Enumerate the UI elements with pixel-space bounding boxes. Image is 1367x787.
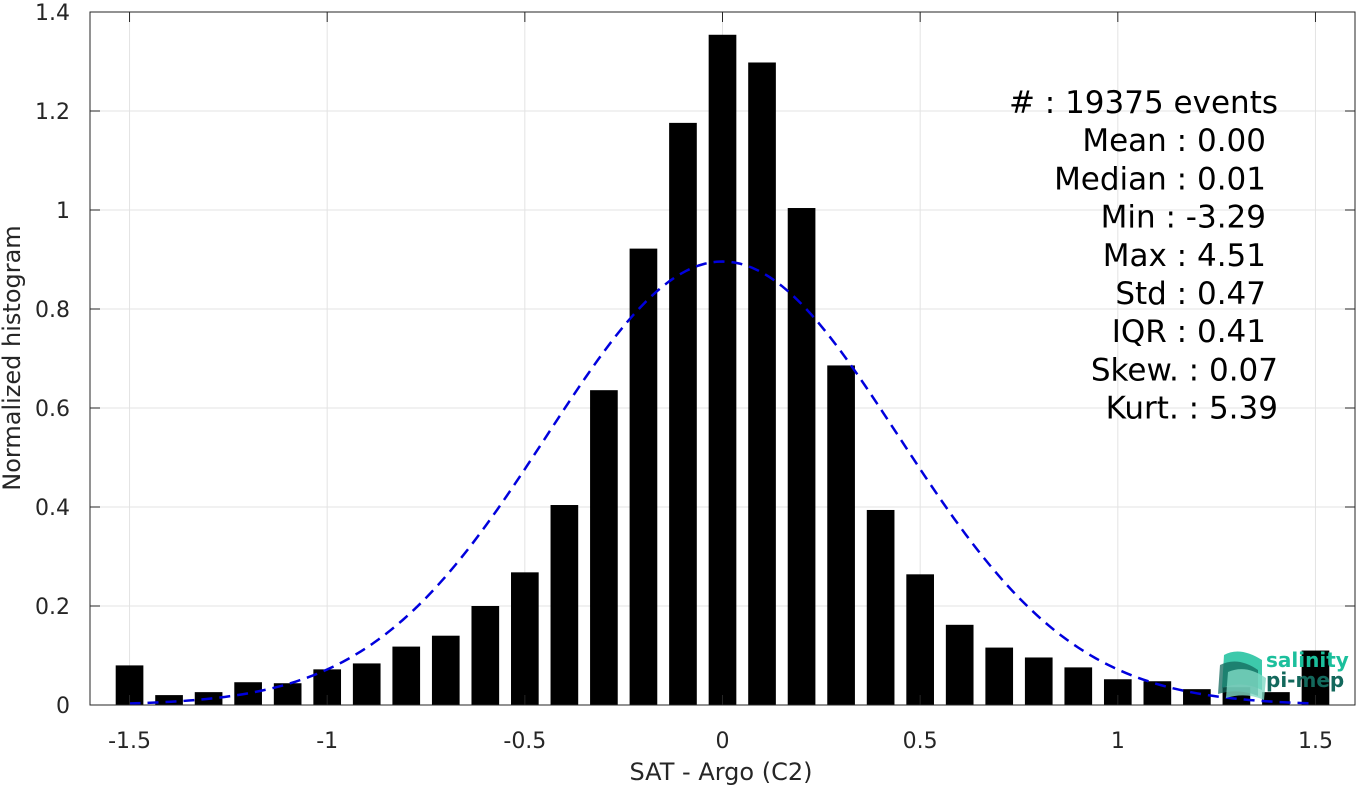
- x-tick-label: 1: [1111, 729, 1125, 754]
- y-tick-label: 0.6: [35, 397, 70, 422]
- histogram-bar: [273, 683, 302, 705]
- histogram-bar: [550, 505, 579, 705]
- stat-line: # : 19375 events: [1009, 85, 1278, 121]
- y-tick-label: 1.4: [35, 1, 70, 26]
- histogram-bar: [827, 365, 855, 705]
- histogram-bar: [629, 248, 658, 706]
- wave-icon: [1218, 651, 1266, 700]
- y-tick-labels: 0 0.2 0.4 0.6 0.8 1 1.2 1.4: [35, 1, 70, 719]
- x-tick-labels: -1.5 -1 -0.5 0 0.5 1 1.5: [108, 729, 1333, 754]
- x-tick-label: -1: [316, 729, 338, 754]
- stat-line: Std : 0.47: [1115, 276, 1266, 312]
- histogram-bar: [1024, 657, 1053, 705]
- x-tick-label: 0: [716, 729, 730, 754]
- y-tick-label: 0.4: [35, 496, 70, 521]
- histogram-bar: [1064, 667, 1093, 705]
- stat-line: Min : -3.29: [1101, 200, 1266, 236]
- histogram-bar: [590, 390, 618, 705]
- x-tick-label: -1.5: [108, 729, 151, 754]
- y-tick-label: 0.2: [35, 595, 70, 620]
- histogram-bar: [392, 646, 421, 705]
- y-axis-label: Normalized histogram: [0, 225, 26, 490]
- histogram-bars: [115, 34, 1330, 706]
- stat-line: Mean : 0.00: [1082, 123, 1266, 159]
- y-tick-label: 0: [56, 694, 70, 719]
- histogram-bar: [352, 663, 381, 705]
- histogram-bar: [471, 606, 500, 705]
- histogram-bar: [234, 682, 262, 705]
- axis-ticks: [90, 11, 1355, 706]
- x-axis-label: SAT - Argo (C2): [630, 758, 813, 786]
- histogram-bar: [985, 647, 1014, 705]
- histogram-bar: [748, 62, 776, 706]
- x-tick-label: 0.5: [903, 729, 938, 754]
- histogram-bar: [708, 34, 737, 705]
- logo-text-salinity: salinity: [1266, 648, 1349, 672]
- y-tick-label: 1: [56, 199, 70, 224]
- stat-line: IQR : 0.41: [1112, 314, 1266, 350]
- gaussian-fit-line: [129, 260, 1316, 705]
- histogram-bar: [511, 572, 539, 705]
- histogram-bar: [155, 695, 183, 705]
- histogram-bar: [906, 574, 934, 705]
- stat-line: Max : 4.51: [1103, 238, 1266, 274]
- histogram-bar: [787, 208, 816, 705]
- histogram-bar: [669, 122, 697, 705]
- stat-line: Median : 0.01: [1054, 161, 1266, 197]
- histogram-bar: [431, 635, 460, 705]
- stat-line: Kurt. : 5.39: [1106, 391, 1278, 427]
- logo-text-pimep: pi-mep: [1266, 668, 1344, 692]
- histogram-bar: [866, 509, 895, 705]
- stat-line: Skew. : 0.07: [1091, 352, 1278, 388]
- histogram-bar: [1183, 689, 1211, 705]
- y-tick-label: 0.8: [35, 298, 70, 323]
- x-tick-label: 1.5: [1298, 729, 1333, 754]
- salinity-pi-mep-logo: salinity pi-mep: [1218, 648, 1349, 700]
- histogram-bar: [945, 624, 974, 705]
- x-tick-label: -0.5: [503, 729, 546, 754]
- y-tick-label: 1.2: [35, 100, 70, 125]
